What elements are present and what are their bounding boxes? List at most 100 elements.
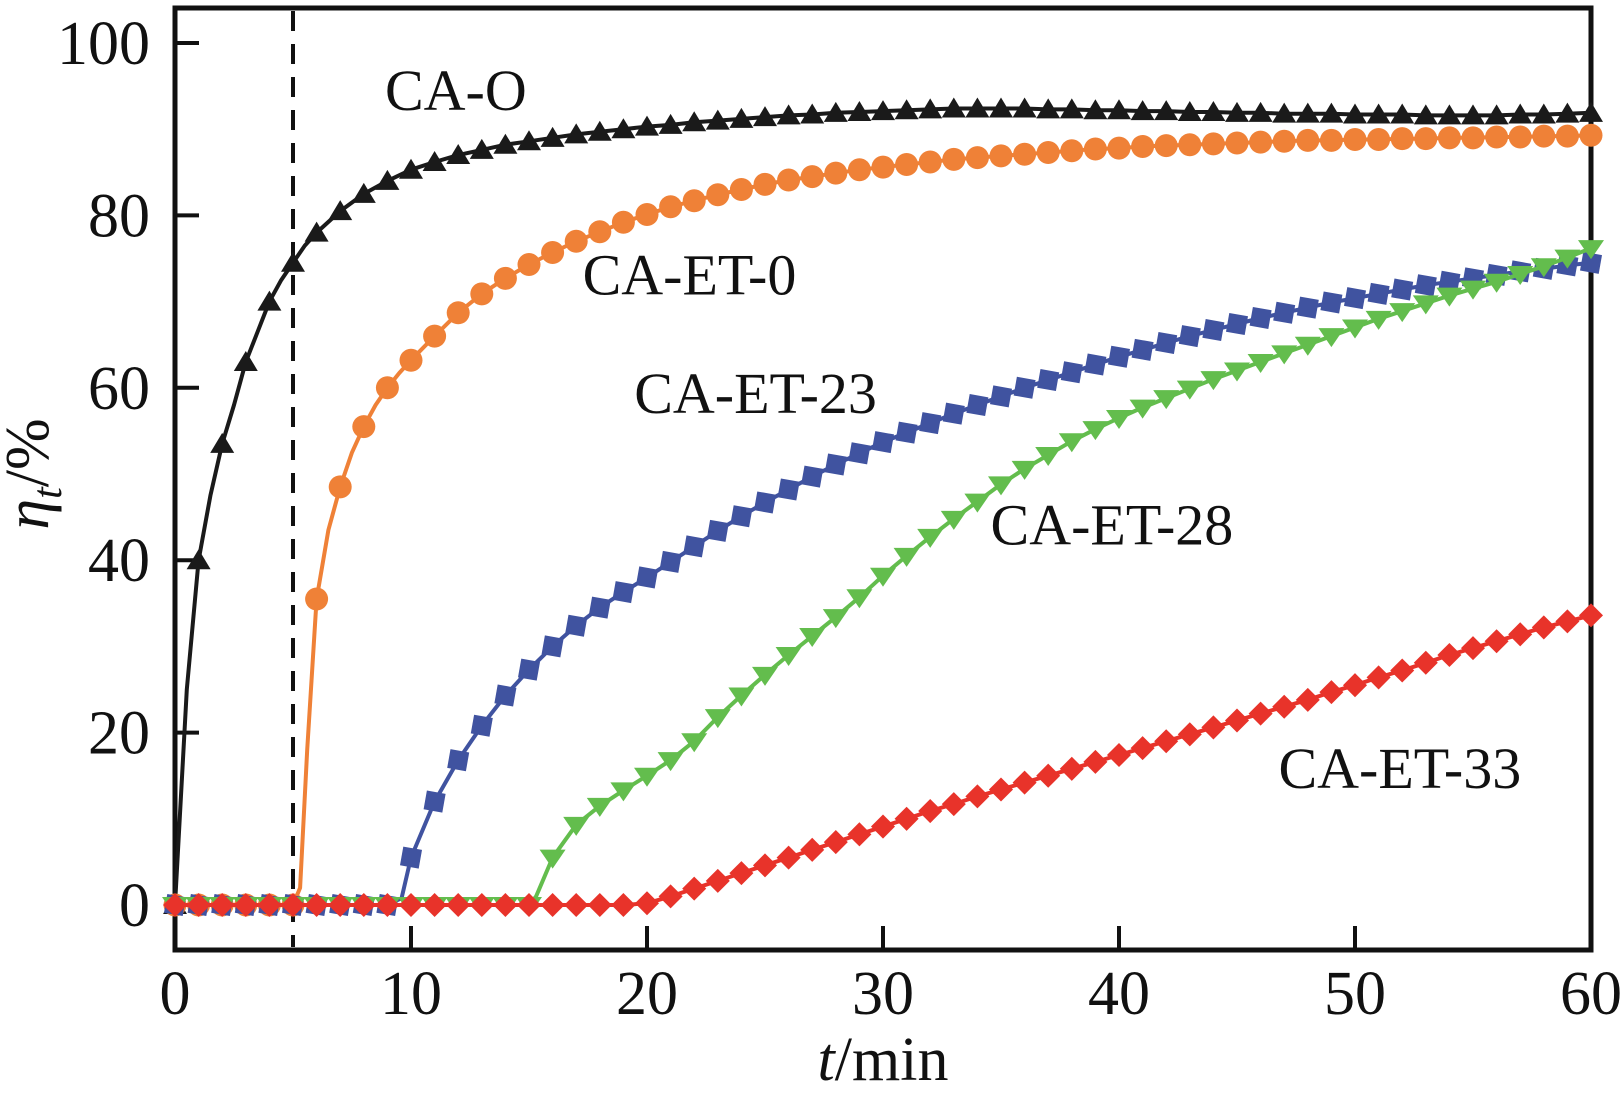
circle-marker <box>1154 134 1178 158</box>
triangle-up-marker <box>941 97 966 118</box>
triangle-up-marker <box>1295 102 1320 123</box>
circle-marker <box>1272 129 1296 153</box>
triangle-down-marker <box>964 493 991 513</box>
triangle-down-marker <box>728 687 755 707</box>
triangle-up-marker <box>1130 100 1155 121</box>
triangle-down-marker <box>846 589 873 609</box>
triangle-up-marker <box>469 138 494 159</box>
triangle-down-marker <box>799 628 826 648</box>
series-label-ca-et-28: CA-ET-28 <box>991 493 1234 558</box>
triangle-up-marker <box>1107 99 1131 120</box>
x-axis-title: t/min <box>818 1026 949 1094</box>
square-marker <box>1296 296 1319 319</box>
diamond-marker <box>280 892 306 918</box>
diamond-marker <box>965 784 990 809</box>
triangle-up-marker <box>989 97 1013 118</box>
circle-marker <box>611 210 635 234</box>
diamond-marker <box>1413 650 1438 675</box>
circle-marker <box>564 229 588 253</box>
square-marker <box>1107 345 1131 368</box>
circle-marker <box>1579 123 1603 147</box>
triangle-up-marker <box>422 150 447 171</box>
triangle-down-marker <box>1554 249 1581 269</box>
diamond-marker <box>800 837 825 862</box>
diamond-marker <box>1201 715 1226 740</box>
triangle-up-marker <box>1461 104 1485 125</box>
triangle-up-marker <box>281 251 305 272</box>
triangle-up-marker <box>800 103 825 124</box>
diamond-marker <box>1390 658 1415 683</box>
square-marker <box>1579 251 1603 274</box>
circle-marker <box>847 158 871 182</box>
triangle-down-marker <box>1436 287 1463 307</box>
triangle-up-marker <box>1036 98 1061 119</box>
circle-marker <box>375 376 399 400</box>
diamond-marker <box>186 892 211 918</box>
x-axis-tick-label: 40 <box>1088 960 1150 1028</box>
square-marker <box>565 614 588 637</box>
square-marker <box>1343 287 1367 310</box>
circle-marker <box>1437 126 1461 150</box>
diamond-marker <box>422 892 447 918</box>
triangle-up-marker <box>1555 102 1580 123</box>
triangle-down-marker <box>1483 273 1510 293</box>
triangle-down-marker <box>1200 371 1227 391</box>
square-marker <box>895 421 918 444</box>
triangle-up-marker <box>210 432 235 453</box>
circle-marker <box>1390 127 1414 151</box>
triangle-down-marker <box>1035 447 1062 467</box>
circle-marker <box>588 220 612 244</box>
square-marker <box>848 442 871 465</box>
diamond-marker <box>611 892 636 918</box>
square-marker <box>801 465 824 488</box>
square-marker <box>706 519 729 542</box>
triangle-down-marker <box>893 547 920 567</box>
square-marker <box>399 846 423 869</box>
x-axis-tick-label: 20 <box>616 960 678 1028</box>
diamond-marker <box>894 806 919 831</box>
triangle-down-marker <box>1129 399 1156 419</box>
diamond-marker <box>1531 615 1556 640</box>
diamond-marker <box>1508 622 1533 647</box>
diamond-marker <box>847 822 872 847</box>
triangle-up-marker <box>1413 104 1438 125</box>
diamond-marker <box>375 892 400 918</box>
triangle-up-marker <box>871 100 895 121</box>
triangle-up-marker <box>1272 102 1297 123</box>
triangle-down-marker <box>1507 266 1534 286</box>
triangle-down-marker <box>704 709 731 729</box>
x-axis-tick-label: 0 <box>160 960 191 1028</box>
square-marker <box>1367 282 1390 305</box>
square-marker <box>1273 301 1296 324</box>
triangle-up-marker <box>1390 103 1415 124</box>
diamond-marker <box>493 892 518 918</box>
circle-marker <box>399 348 423 372</box>
triangle-down-marker <box>634 767 660 787</box>
circle-marker <box>1461 126 1485 150</box>
circle-marker <box>423 324 447 348</box>
circle-marker <box>1201 132 1225 156</box>
diamond-marker <box>257 892 282 918</box>
diamond-marker <box>1578 603 1604 628</box>
triangle-down-marker <box>917 528 944 548</box>
triangle-down-marker <box>775 647 802 667</box>
triangle-up-marker <box>1437 104 1462 125</box>
triangle-up-marker <box>351 182 376 203</box>
circle-marker <box>1555 124 1579 148</box>
triangle-down-marker <box>1176 380 1203 400</box>
circle-marker <box>1485 125 1509 149</box>
circle-marker <box>965 146 989 170</box>
square-marker <box>447 749 470 772</box>
triangle-up-marker <box>328 200 353 221</box>
circle-marker <box>1225 131 1249 155</box>
square-marker <box>777 478 800 501</box>
x-axis-tick-label: 50 <box>1324 960 1386 1028</box>
series-label-ca-et-33: CA-ET-33 <box>1278 736 1521 801</box>
diamond-marker <box>823 830 848 855</box>
diamond-marker <box>1130 736 1155 761</box>
square-marker <box>635 566 659 589</box>
diamond-marker <box>1319 680 1344 705</box>
triangle-up-marker <box>918 98 943 119</box>
triangle-down-marker <box>752 666 778 686</box>
circle-marker <box>1013 142 1037 166</box>
